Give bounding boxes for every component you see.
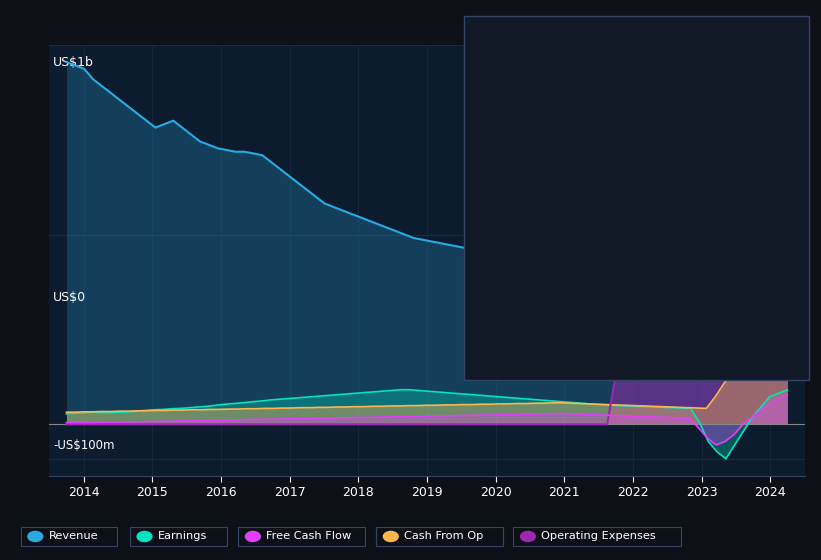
Text: -US$100m: -US$100m (53, 439, 115, 452)
Text: US$0: US$0 (53, 291, 86, 304)
Text: Free Cash Flow: Free Cash Flow (266, 531, 351, 542)
Text: US$84.100m /yr: US$84.100m /yr (591, 159, 694, 169)
Text: Cash From Op: Cash From Op (404, 531, 484, 542)
Text: Earnings: Earnings (158, 531, 207, 542)
Text: Mar 31 2024: Mar 31 2024 (476, 34, 575, 48)
Text: Free Cash Flow: Free Cash Flow (476, 159, 562, 169)
Text: US$802.000m /yr: US$802.000m /yr (591, 67, 701, 77)
Text: US$147.600m /yr: US$147.600m /yr (591, 205, 701, 215)
Text: Revenue: Revenue (48, 531, 98, 542)
Text: Earnings: Earnings (476, 113, 525, 123)
Text: Revenue: Revenue (476, 67, 525, 77)
Text: Operating Expenses: Operating Expenses (541, 531, 656, 542)
Text: US$99.700m /yr: US$99.700m /yr (591, 113, 694, 123)
Text: Cash From Op: Cash From Op (476, 205, 556, 215)
Text: US$284.800m /yr: US$284.800m /yr (591, 251, 701, 261)
Text: Operating Expenses: Operating Expenses (476, 251, 591, 261)
Text: US$1b: US$1b (53, 55, 94, 68)
Text: 12.4% profit margin: 12.4% profit margin (591, 134, 703, 144)
